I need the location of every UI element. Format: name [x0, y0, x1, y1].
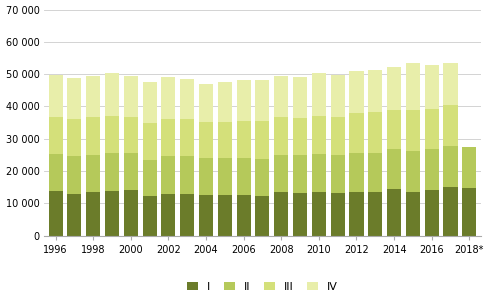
Bar [443, 188, 458, 236]
Bar [105, 73, 119, 116]
Bar [162, 119, 175, 156]
Bar [462, 188, 476, 236]
Bar [180, 119, 194, 156]
Bar [368, 112, 382, 153]
Bar [105, 116, 119, 153]
Bar [162, 194, 175, 236]
Bar [425, 190, 439, 236]
Bar [105, 153, 119, 191]
Bar [255, 121, 270, 159]
Bar [368, 192, 382, 236]
Bar [425, 65, 439, 109]
Bar [330, 76, 345, 117]
Bar [312, 116, 326, 154]
Bar [255, 159, 270, 196]
Bar [330, 155, 345, 193]
Bar [350, 113, 363, 153]
Bar [237, 121, 251, 158]
Bar [425, 109, 439, 149]
Bar [86, 155, 100, 192]
Bar [255, 80, 270, 121]
Bar [49, 154, 63, 191]
Bar [406, 151, 420, 192]
Bar [237, 158, 251, 195]
Bar [406, 110, 420, 151]
Bar [49, 191, 63, 236]
Bar [312, 192, 326, 236]
Bar [124, 153, 138, 190]
Bar [312, 73, 326, 116]
Bar [49, 117, 63, 154]
Bar [124, 190, 138, 236]
Bar [162, 156, 175, 194]
Bar [180, 156, 194, 194]
Bar [425, 149, 439, 190]
Bar [180, 194, 194, 236]
Bar [67, 119, 82, 156]
Bar [218, 158, 232, 195]
Bar [142, 123, 157, 160]
Bar [350, 71, 363, 113]
Bar [67, 156, 82, 194]
Bar [199, 122, 213, 158]
Bar [218, 195, 232, 236]
Bar [443, 105, 458, 146]
Bar [105, 191, 119, 236]
Bar [274, 117, 288, 155]
Bar [350, 153, 363, 192]
Bar [293, 156, 307, 193]
Bar [406, 192, 420, 236]
Bar [330, 193, 345, 236]
Bar [199, 158, 213, 194]
Bar [387, 149, 401, 189]
Bar [218, 122, 232, 158]
Bar [237, 195, 251, 236]
Bar [255, 196, 270, 236]
Bar [124, 117, 138, 153]
Bar [142, 160, 157, 196]
Bar [274, 155, 288, 192]
Bar [350, 192, 363, 236]
Bar [67, 194, 82, 236]
Bar [443, 63, 458, 105]
Bar [86, 76, 100, 117]
Bar [67, 78, 82, 119]
Legend: I, II, III, IV: I, II, III, IV [187, 282, 338, 292]
Bar [180, 79, 194, 119]
Bar [387, 189, 401, 236]
Bar [293, 193, 307, 236]
Bar [312, 154, 326, 192]
Bar [293, 118, 307, 156]
Bar [293, 77, 307, 118]
Bar [199, 84, 213, 122]
Bar [199, 194, 213, 236]
Bar [237, 80, 251, 121]
Bar [368, 153, 382, 192]
Bar [274, 192, 288, 236]
Bar [462, 147, 476, 188]
Bar [86, 192, 100, 236]
Bar [49, 76, 63, 117]
Bar [218, 82, 232, 122]
Bar [406, 63, 420, 110]
Bar [142, 196, 157, 236]
Bar [387, 67, 401, 110]
Bar [274, 76, 288, 117]
Bar [443, 146, 458, 188]
Bar [86, 117, 100, 155]
Bar [368, 69, 382, 112]
Bar [162, 77, 175, 119]
Bar [142, 82, 157, 123]
Bar [387, 110, 401, 149]
Bar [330, 117, 345, 155]
Bar [124, 76, 138, 117]
